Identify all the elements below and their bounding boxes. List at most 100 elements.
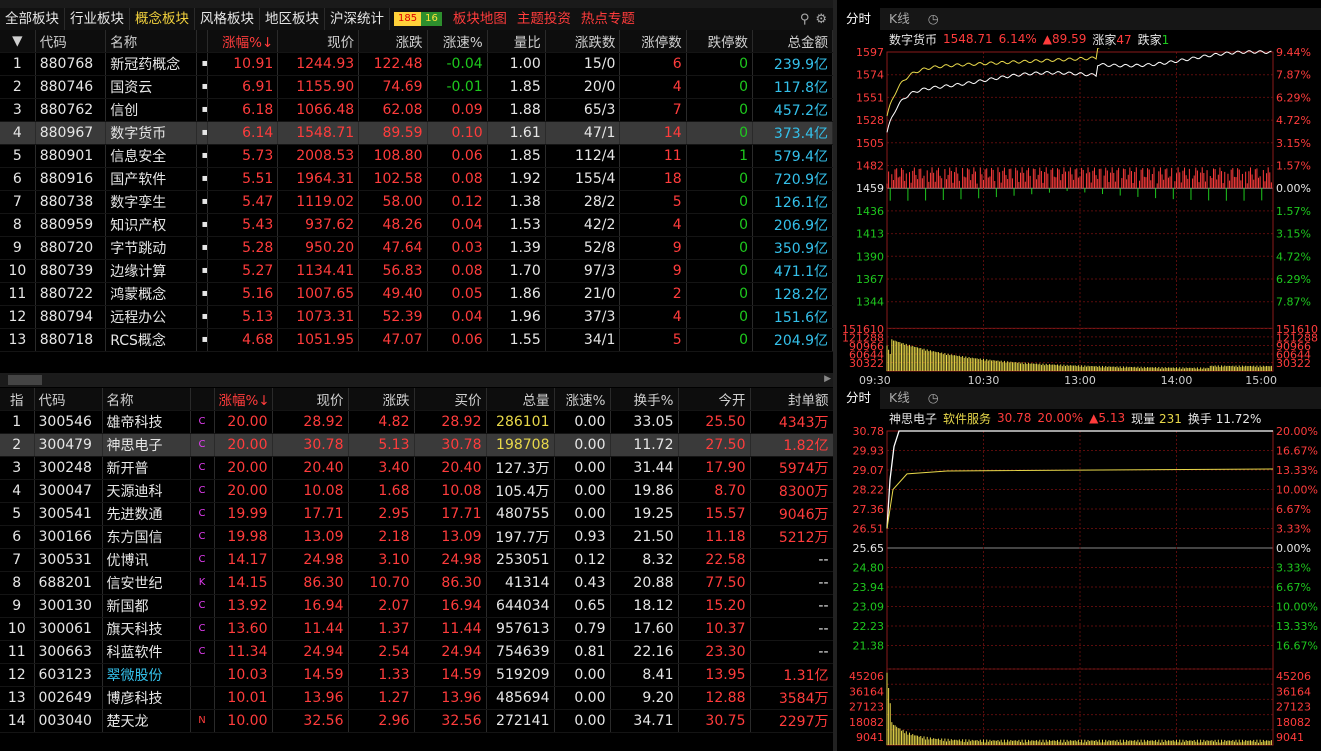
table-cell: 1134.41 xyxy=(277,259,360,283)
table-row[interactable]: 9880720字节跳动▪5.28950.2047.640.031.3952/89… xyxy=(0,236,833,260)
sort-menu-icon[interactable]: ▼ xyxy=(0,30,36,53)
table-row[interactable]: 12880794远程办公▪5.131073.3152.390.041.9637/… xyxy=(0,305,833,329)
table-row[interactable]: 5 300541 先进数通 C 19.99 17.71 2.95 17.71 480755 0.0… xyxy=(0,502,834,526)
table-row[interactable]: 12 603123 翠微股份 10.03 14.59 1.33 14.59 519209 0.0… xyxy=(0,663,834,687)
panel-splitter[interactable] xyxy=(833,0,837,751)
table-row[interactable]: 6 300166 东方国信 C 19.98 13.09 2.18 13.09 197.7万 0.9… xyxy=(0,525,834,549)
table-row[interactable]: 3880762信创▪6.181066.4862.080.091.8865/370… xyxy=(0,98,833,122)
price-axis-label: 30.78 xyxy=(853,427,885,438)
stock-col-header[interactable]: 换手% xyxy=(610,388,679,411)
table-row[interactable]: 5880901信息安全▪5.732008.53108.800.061.85112… xyxy=(0,144,833,168)
stock-chart-panel: 分时 K线 ◷ 神思电子 软件服务 30.78 20.00% ▲5.13 现量 23… xyxy=(837,387,1321,751)
table-cell: 13.96 xyxy=(414,686,487,710)
history-icon[interactable]: ◷ xyxy=(927,11,939,26)
table-cell: 国资云 xyxy=(105,75,198,99)
stock-col-header[interactable]: 现价 xyxy=(272,388,349,411)
table-cell: 5974万 xyxy=(750,456,834,480)
table-cell: 688201 xyxy=(34,571,103,595)
table-cell: 4.68 xyxy=(207,328,279,352)
sector-col-header[interactable]: 代码 xyxy=(35,30,107,53)
table-cell: 126.1亿 xyxy=(752,190,833,214)
tab-kline[interactable]: K线 xyxy=(889,11,910,26)
sector-col-header[interactable]: 名称 xyxy=(105,30,198,53)
table-cell: 3.10 xyxy=(348,548,415,572)
up-count: 185 xyxy=(394,12,422,26)
table-row[interactable]: 2880746国资云▪6.911155.9074.69-0.011.8520/0… xyxy=(0,75,833,99)
table-row[interactable]: 9 300130 新国都 C 13.92 16.94 2.07 16.94 644034 0.65… xyxy=(0,594,834,618)
stock-intraday-chart[interactable]: 30.78 20.00% 29.93 16.67% 29.07 13.33% 28.22 10… xyxy=(837,425,1321,751)
tab-industry[interactable]: 行业板块 xyxy=(65,8,130,30)
table-row[interactable]: 14 003040 楚天龙 N 10.00 32.56 2.96 32.56 272141 0.0… xyxy=(0,709,834,733)
table-cell: 25.50 xyxy=(678,410,751,434)
table-row[interactable]: 7880738数字孪生▪5.471119.0258.000.121.3828/2… xyxy=(0,190,833,214)
table-row[interactable]: 2 300479 神思电子 C 20.00 30.78 5.13 30.78 198708 0.0… xyxy=(0,433,834,457)
tab-market-stats[interactable]: 沪深统计 xyxy=(325,8,390,30)
table-row[interactable]: 7 300531 优博讯 C 14.17 24.98 3.10 24.98 253051 0.12… xyxy=(0,548,834,572)
table-row[interactable]: 1 300546 雄帝科技 C 20.00 28.92 4.82 28.92 286101 0.0… xyxy=(0,410,834,434)
stock-col-header[interactable]: 涨速% xyxy=(554,388,611,411)
table-cell: 65/3 xyxy=(545,98,621,122)
table-row[interactable]: 11880722鸿蒙概念▪5.161007.6549.400.051.8621/… xyxy=(0,282,833,306)
sector-col-header[interactable]: 总金额 xyxy=(752,30,833,53)
price-line xyxy=(886,50,1272,133)
table-row[interactable]: 10880739边缘计算▪5.271134.4156.830.081.7097/… xyxy=(0,259,833,283)
tab-concept[interactable]: 概念板块 xyxy=(130,8,195,30)
sector-col-header[interactable]: 涨停数 xyxy=(619,30,687,53)
table-row[interactable]: 13 002649 博彦科技 10.01 13.96 1.27 13.96 485694 0.0… xyxy=(0,686,834,710)
table-row[interactable]: 11 300663 科蓝软件 C 11.34 24.94 2.54 24.94 754639 0.… xyxy=(0,640,834,664)
sector-col-header[interactable]: 涨幅%↓ xyxy=(207,30,279,53)
stock-col-header[interactable]: 总量 xyxy=(486,388,555,411)
table-cell: 0 xyxy=(686,328,754,352)
stock-col-header[interactable]: 指 xyxy=(0,388,35,411)
table-row[interactable]: 4880967数字货币▪6.141548.7189.590.101.6147/1… xyxy=(0,121,833,145)
horizontal-scrollbar[interactable]: ▶ xyxy=(0,373,833,387)
stock-header-row: 指代码 名称 涨幅%↓ 现价 涨跌 买价 总量 涨速% 换手% 今开 封单额 xyxy=(0,388,834,411)
tab-intraday-2[interactable]: 分时 xyxy=(837,387,881,409)
table-row[interactable]: 3 300248 新开普 C 20.00 20.40 3.40 20.40 127.3万 0.00… xyxy=(0,456,834,480)
gear-icon[interactable]: ⚙ xyxy=(815,11,827,27)
sector-col-header[interactable]: 涨跌数 xyxy=(545,30,621,53)
stock-col-header[interactable]: 名称 xyxy=(102,388,191,411)
price-axis-label: 27.36 xyxy=(853,503,885,516)
tab-region[interactable]: 地区板块 xyxy=(260,8,325,30)
tab-intraday[interactable]: 分时 xyxy=(837,8,881,30)
sector-intraday-chart[interactable]: 1597 9.44% 1574 7.87% 1551 6.29% 1528 4.72% 1505… xyxy=(837,36,1321,390)
table-cell: 远程办公 xyxy=(105,305,198,329)
pct-axis-label: 9.44% xyxy=(1276,48,1311,59)
stock-col-header[interactable]: 今开 xyxy=(678,388,751,411)
scroll-thumb[interactable] xyxy=(8,375,42,385)
table-row[interactable]: 4 300047 天源迪科 C 20.00 10.08 1.68 10.08 105.4万 0.0… xyxy=(0,479,834,503)
history-icon-2[interactable]: ◷ xyxy=(927,390,939,405)
table-cell: 457.2亿 xyxy=(752,98,833,122)
table-row[interactable]: 8880959知识产权▪5.43937.6248.260.041.5342/24… xyxy=(0,213,833,237)
tab-style[interactable]: 风格板块 xyxy=(195,8,260,30)
stock-col-header[interactable]: 代码 xyxy=(34,388,103,411)
table-row[interactable]: 10 300061 旗天科技 C 13.60 11.44 1.37 11.44 957613 0.… xyxy=(0,617,834,641)
tab-theme-invest[interactable]: 主题投资 xyxy=(516,11,571,27)
tab-kline-2[interactable]: K线 xyxy=(889,390,910,405)
table-cell: 41314 xyxy=(486,571,555,595)
volume-axis-label: 27123 xyxy=(849,701,884,714)
search-icon[interactable]: ⚲ xyxy=(799,11,810,27)
tab-sector-map[interactable]: 板块地图 xyxy=(452,11,507,27)
stock-col-header[interactable]: 涨幅%↓ xyxy=(214,388,273,411)
sector-col-header[interactable]: 涨速% xyxy=(427,30,488,53)
stock-col-header[interactable]: 涨跌 xyxy=(348,388,415,411)
table-cell: 58.00 xyxy=(358,190,428,214)
table-row[interactable]: 1880768新冠药概念▪10.911244.93122.48-0.041.00… xyxy=(0,52,833,76)
table-row[interactable]: 13880718RCS概念▪4.681051.9547.070.061.5534… xyxy=(0,328,833,352)
stock-col-header[interactable]: 买价 xyxy=(414,388,487,411)
table-row[interactable]: 8 688201 信安世纪 K 14.15 86.30 10.70 86.30 41314 0.4… xyxy=(0,571,834,595)
stock-col-header[interactable]: 封单额 xyxy=(750,388,834,411)
sector-col-header[interactable]: 跌停数 xyxy=(686,30,754,53)
tab-hot-topics[interactable]: 热点专题 xyxy=(580,11,635,27)
scroll-right-icon[interactable]: ▶ xyxy=(824,374,831,384)
tab-all-sectors[interactable]: 全部板块 xyxy=(0,8,65,30)
table-cell: 信创 xyxy=(105,98,198,122)
sector-col-header[interactable]: 量比 xyxy=(487,30,546,53)
sector-col-header[interactable]: 现价 xyxy=(277,30,360,53)
stock-col-header[interactable] xyxy=(190,388,215,411)
table-row[interactable]: 6880916国产软件▪5.511964.31102.580.081.92155… xyxy=(0,167,833,191)
sector-col-header[interactable] xyxy=(196,30,208,53)
sector-col-header[interactable]: 涨跌 xyxy=(358,30,428,53)
